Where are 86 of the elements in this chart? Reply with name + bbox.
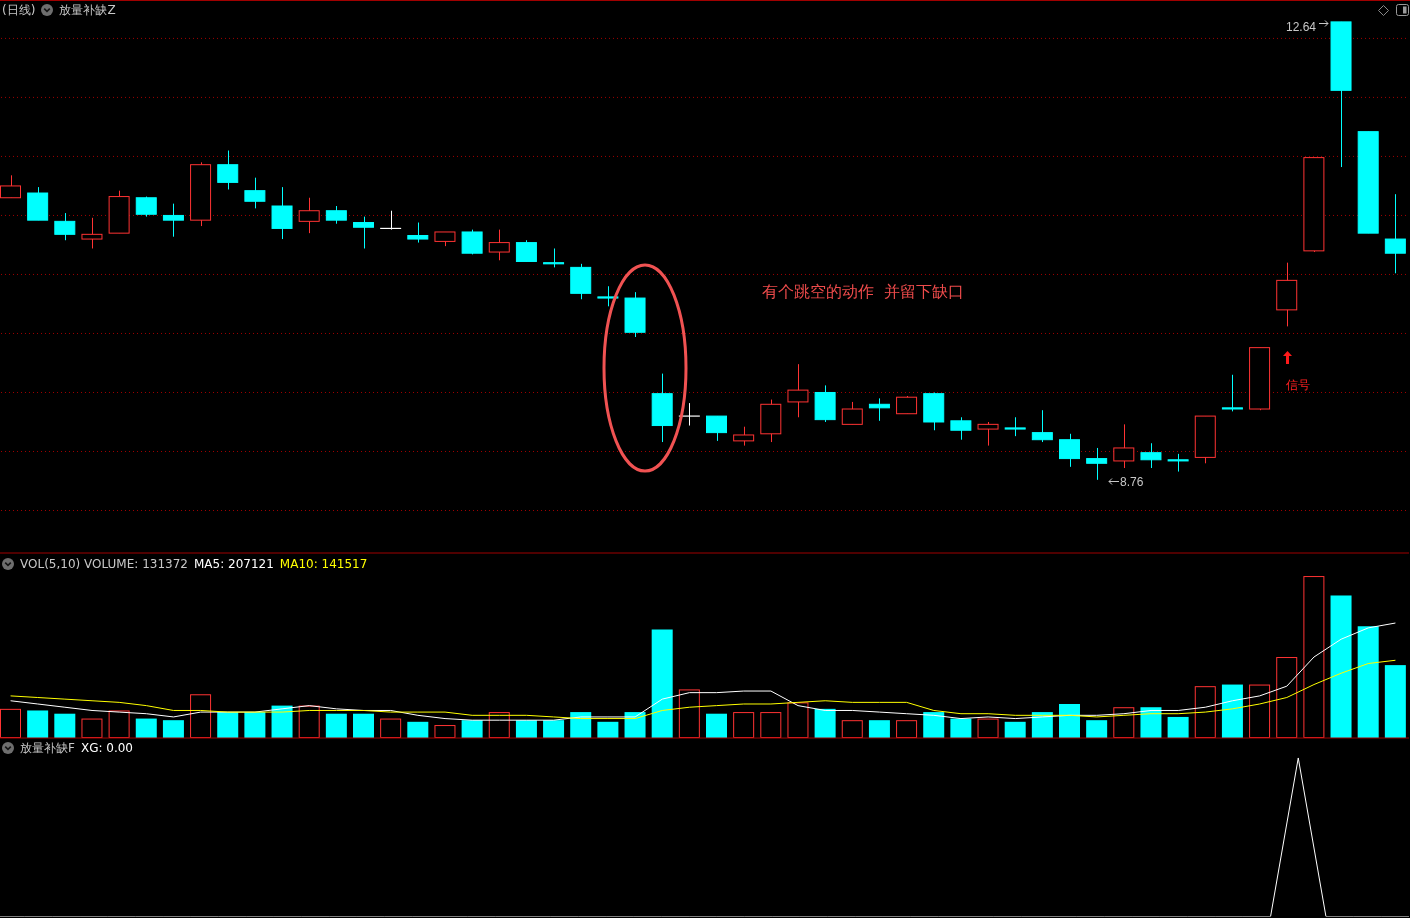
- bar: [950, 718, 972, 738]
- candlestick: [977, 421, 999, 447]
- candlestick: [271, 186, 293, 240]
- text: MA10: 141517: [279, 557, 368, 571]
- bar: [108, 710, 130, 738]
- candlestick: [1140, 442, 1162, 469]
- bar: [760, 712, 782, 738]
- candlestick: [1221, 374, 1243, 412]
- bar: [244, 712, 266, 738]
- annotation: 信号: [1286, 378, 1310, 392]
- bar: [543, 720, 565, 738]
- bar: [1167, 716, 1189, 738]
- bar: [217, 712, 239, 738]
- candlestick: [733, 426, 755, 447]
- candlestick: [950, 416, 972, 441]
- bar: [841, 720, 863, 738]
- bar: [1059, 703, 1080, 738]
- bar: [977, 718, 999, 738]
- candlestick: [543, 247, 565, 268]
- bar: [135, 718, 157, 738]
- annotation: 12.64: [1286, 20, 1317, 34]
- candlestick: [407, 222, 429, 244]
- candlestick: [54, 212, 76, 241]
- bar: [81, 718, 103, 738]
- bar: [1330, 595, 1352, 738]
- bar: [1276, 657, 1298, 738]
- bar: [1384, 665, 1406, 738]
- candlestick: [1113, 423, 1135, 469]
- bar: [868, 720, 890, 738]
- annotation: 有个跳空的动作 并留下缺口: [762, 282, 965, 301]
- chart-title: VOL(5,10) VOLUME: 131372: [20, 557, 188, 571]
- candlestick: [515, 239, 537, 262]
- bar: [1249, 684, 1271, 738]
- bar: [706, 713, 727, 738]
- chart-title: (日线): [2, 3, 36, 17]
- bar: [923, 712, 945, 738]
- candlestick: [597, 285, 619, 307]
- bar: [814, 708, 836, 738]
- bar: [54, 713, 76, 738]
- candlestick: [379, 210, 402, 231]
- annotation: 8.76: [1120, 475, 1144, 489]
- bar: [787, 702, 809, 738]
- bar: [190, 694, 212, 738]
- bar: [380, 718, 402, 738]
- candlestick: [461, 229, 483, 255]
- candlestick: [787, 363, 809, 418]
- candlestick: [678, 402, 701, 427]
- candlestick: [706, 415, 727, 442]
- bar: [27, 710, 49, 738]
- candlestick: [244, 177, 266, 209]
- bar: [407, 721, 429, 738]
- candlestick: [1059, 433, 1080, 468]
- bar: [1303, 576, 1325, 738]
- candlestick: [353, 216, 374, 249]
- bar: [325, 713, 347, 738]
- candlestick: [298, 197, 320, 234]
- bar: [1004, 721, 1026, 738]
- candlestick: [841, 401, 863, 425]
- bar: [1357, 626, 1379, 738]
- candlestick: [1031, 409, 1053, 443]
- candlestick: [81, 217, 103, 249]
- candlestick: [162, 203, 184, 238]
- bar: [515, 720, 537, 738]
- candlestick: [1384, 193, 1406, 274]
- candlestick: [1086, 447, 1108, 481]
- text: XG: 0.00: [80, 741, 134, 755]
- bar: [461, 720, 483, 738]
- chart-title: 放量补缺F: [20, 741, 75, 755]
- bar: [1140, 707, 1162, 738]
- bar: [1194, 686, 1216, 738]
- text: MA5: 207121: [193, 557, 274, 571]
- bar: [597, 721, 619, 738]
- bar: [298, 705, 320, 738]
- candlestick: [488, 229, 510, 261]
- candlestick: [1004, 416, 1026, 437]
- candlestick: [217, 150, 239, 190]
- bar: [1086, 720, 1108, 738]
- bar: [1221, 684, 1243, 738]
- bar: [651, 629, 673, 738]
- bar: [896, 720, 918, 738]
- bar: [434, 725, 456, 738]
- bar: [162, 720, 184, 738]
- bar: [733, 712, 755, 738]
- bar: [353, 713, 374, 738]
- bar: [678, 689, 700, 738]
- chart-subtitle: 放量补缺Z: [59, 3, 116, 17]
